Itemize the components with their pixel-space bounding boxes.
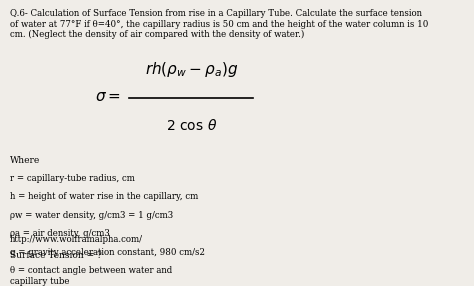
Text: $rh(\rho_w - \rho_a)g$: $rh(\rho_w - \rho_a)g$ xyxy=(145,59,238,79)
Text: h = height of water rise in the capillary, cm: h = height of water rise in the capillar… xyxy=(9,192,198,201)
Text: Surface Tension = ?: Surface Tension = ? xyxy=(9,251,101,260)
Text: http://www.wolframalpha.com/: http://www.wolframalpha.com/ xyxy=(9,235,143,245)
Text: ρw = water density, g/cm3 = 1 g/cm3: ρw = water density, g/cm3 = 1 g/cm3 xyxy=(9,211,173,220)
Text: Q.6- Calculation of Surface Tension from rise in a Capillary Tube. Calculate the: Q.6- Calculation of Surface Tension from… xyxy=(9,9,428,39)
Text: $2\ \cos\,\theta$: $2\ \cos\,\theta$ xyxy=(165,118,217,134)
Text: ρa = air density, g/cm3: ρa = air density, g/cm3 xyxy=(9,229,109,238)
Text: g = gravity acceleration constant, 980 cm/s2: g = gravity acceleration constant, 980 c… xyxy=(9,248,205,257)
Text: Where: Where xyxy=(9,156,40,165)
Text: $\sigma=$: $\sigma=$ xyxy=(95,90,121,104)
Text: θ = contact angle between water and
capillary tube: θ = contact angle between water and capi… xyxy=(9,266,172,286)
Text: r = capillary-tube radius, cm: r = capillary-tube radius, cm xyxy=(9,174,135,183)
